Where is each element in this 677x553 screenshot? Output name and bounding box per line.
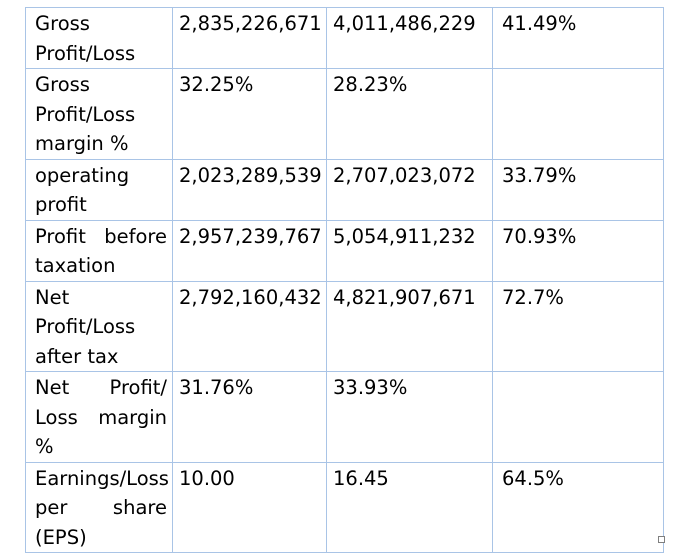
- row-label: operating profit: [25, 158, 173, 221]
- table-row: Net Profit/Loss after tax 2,792,160,432 …: [25, 280, 664, 372]
- value-cell-2: 4,011,486,229: [326, 7, 493, 69]
- value-cell-2: 28.23%: [326, 68, 493, 160]
- value-cell-2: 33.93%: [326, 371, 493, 463]
- row-label: Gross Profit/Loss margin %: [25, 68, 173, 160]
- value-cell-1: 10.00: [172, 461, 327, 553]
- value-cell-2: 5,054,911,232: [326, 219, 493, 282]
- row-label: Net Profit/Loss after tax: [25, 280, 173, 372]
- table-row: Net Profit/ Loss margin % 31.76% 33.93%: [25, 371, 664, 463]
- value-cell-1: 32.25%: [172, 68, 327, 160]
- row-label: Gross Profit/Loss: [25, 7, 173, 69]
- change-cell: 72.7%: [492, 280, 664, 372]
- change-cell: 64.5%: [492, 461, 664, 553]
- change-cell: 41.49%: [492, 7, 664, 69]
- value-cell-2: 4,821,907,671: [326, 280, 493, 372]
- table-row: operating profit 2,023,289,539 2,707,023…: [25, 158, 664, 221]
- value-cell-2: 2,707,023,072: [326, 158, 493, 221]
- value-cell-1: 31.76%: [172, 371, 327, 463]
- value-cell-2: 16.45: [326, 461, 493, 553]
- value-cell-1: 2,957,239,767: [172, 219, 327, 282]
- table-row: Profit before taxation 2,957,239,767 5,0…: [25, 219, 664, 282]
- financial-table: Gross Profit/Loss 2,835,226,671 4,011,48…: [25, 7, 664, 553]
- change-cell: 33.79%: [492, 158, 664, 221]
- row-label: Profit before taxation: [25, 219, 173, 282]
- value-cell-1: 2,835,226,671: [172, 7, 327, 69]
- table-row: Earnings/Loss per share (EPS) 10.00 16.4…: [25, 461, 664, 553]
- table-row: Gross Profit/Loss margin % 32.25% 28.23%: [25, 68, 664, 160]
- change-cell: [492, 371, 664, 463]
- change-cell: [492, 68, 664, 160]
- value-cell-1: 2,792,160,432: [172, 280, 327, 372]
- table-row: Gross Profit/Loss 2,835,226,671 4,011,48…: [25, 7, 664, 69]
- resize-handle[interactable]: [658, 536, 665, 543]
- row-label: Net Profit/ Loss margin %: [25, 371, 173, 463]
- change-cell: 70.93%: [492, 219, 664, 282]
- row-label: Earnings/Loss per share (EPS): [25, 461, 173, 553]
- value-cell-1: 2,023,289,539: [172, 158, 327, 221]
